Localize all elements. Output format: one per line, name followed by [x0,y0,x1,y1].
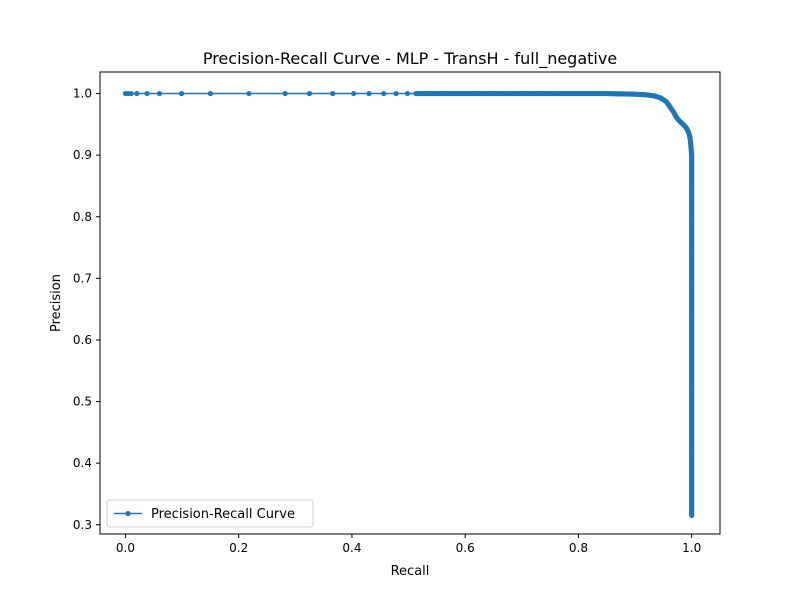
chart-title: Precision-Recall Curve - MLP - TransH - … [203,49,617,69]
data-point [144,90,150,97]
data-point [207,90,214,97]
y-tick-label: 0.3 [73,518,92,532]
data-point [306,90,313,97]
data-point [366,90,372,97]
data-point [178,90,185,97]
x-tick-label: 0.2 [229,541,248,555]
x-tick-label: 0.0 [116,541,135,555]
y-tick-label: 0.6 [73,333,92,347]
x-tick-label: 0.8 [569,541,588,555]
data-point [689,511,695,517]
legend-label: Precision-Recall Curve [151,507,295,522]
data-point [156,90,163,97]
y-axis: 0.3 0.4 0.5 0.6 0.7 0.8 0.9 1.0 [73,87,100,532]
y-tick-label: 0.8 [73,210,92,224]
data-point [404,90,411,97]
legend-marker-swatch [125,510,131,517]
plot-frame [99,71,721,535]
x-tick-label: 0.4 [342,541,361,555]
data-point [134,90,140,97]
data-point [351,90,357,97]
data-point [128,90,134,97]
x-axis-label: Recall [391,564,430,579]
y-tick-label: 0.9 [73,148,92,162]
y-axis-label: Precision [49,274,64,332]
y-tick-label: 0.7 [73,271,92,285]
y-tick-label: 1.0 [73,87,92,101]
legend: Precision-Recall Curve [106,499,314,528]
x-tick-label: 1.0 [682,541,701,555]
data-point [330,90,336,97]
y-tick-label: 0.4 [73,456,92,470]
data-point [282,90,288,97]
x-axis: 0.0 0.2 0.4 0.6 0.8 1.0 [116,534,701,555]
series-layer [122,90,695,519]
x-tick-label: 0.6 [456,541,475,555]
data-point [246,90,252,97]
y-tick-label: 0.5 [73,395,92,409]
legend-box [106,499,314,528]
data-point [381,90,387,97]
data-point [393,90,399,97]
